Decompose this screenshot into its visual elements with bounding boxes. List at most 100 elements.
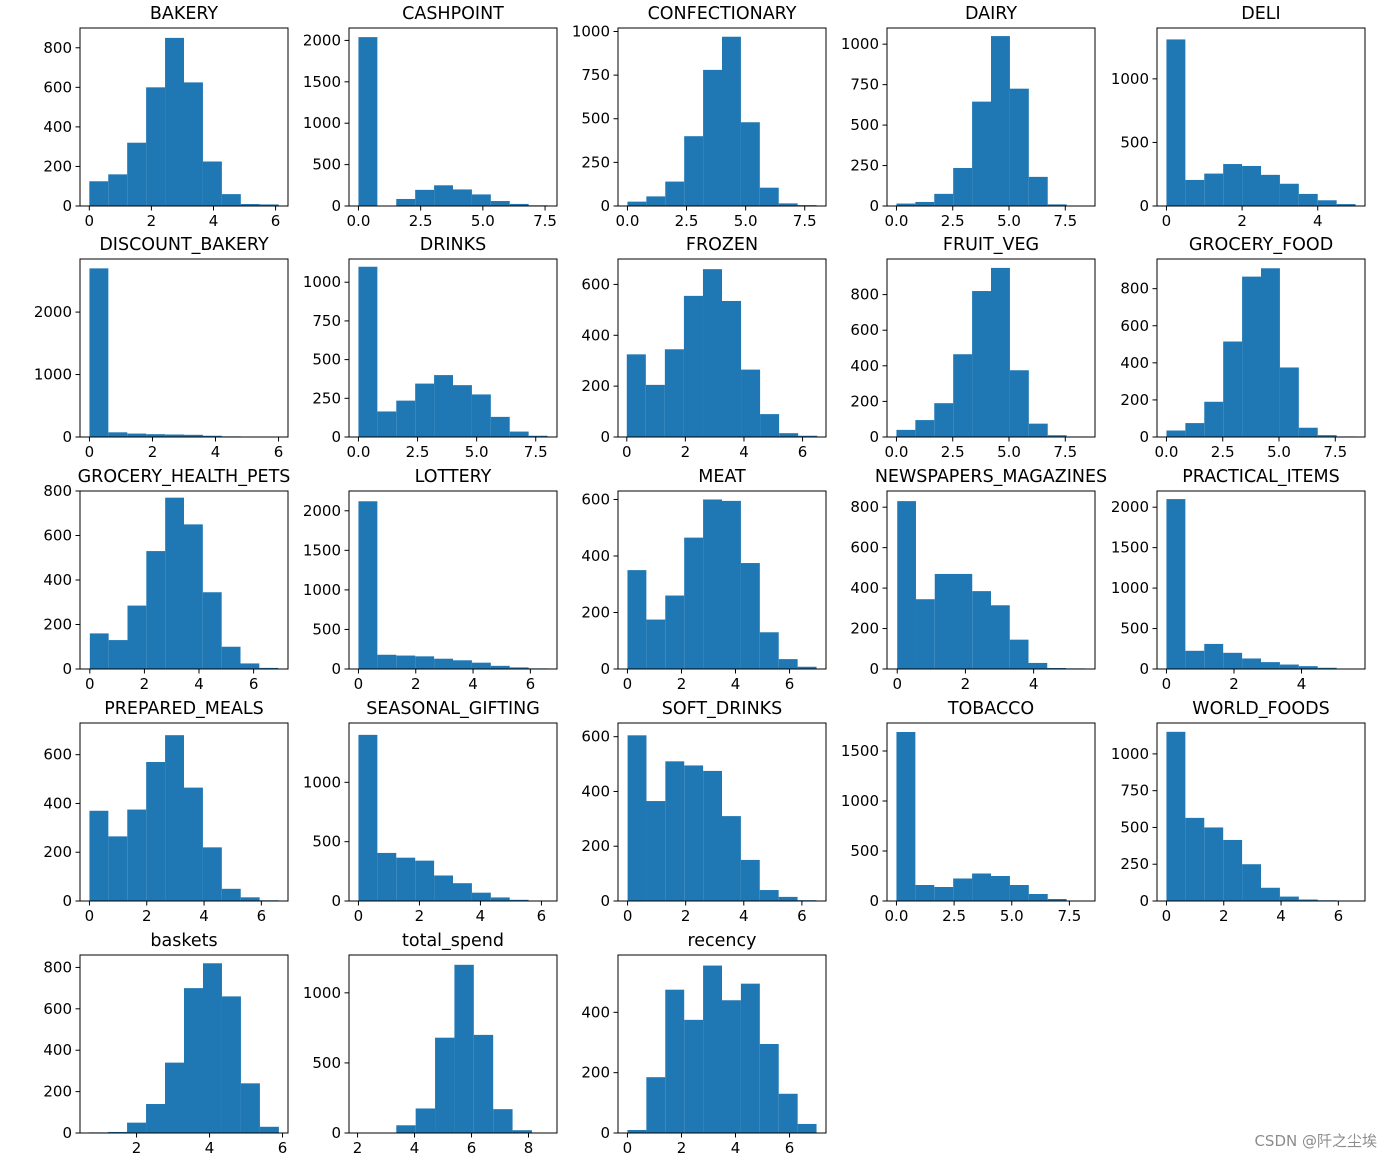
y-tick-label: 600 [43, 1000, 72, 1018]
y-tick-label: 1500 [303, 541, 341, 559]
y-tick-label: 800 [1120, 280, 1149, 298]
histogram-bar [396, 400, 416, 437]
histogram-dairy: 0.0 2.5 5.0 7.5 0 250 500 750 1000 DAIRY [841, 4, 1096, 230]
axes-frame [617, 258, 827, 438]
histogram-bar [722, 500, 741, 669]
x-tick-label: 6 [785, 675, 795, 693]
histogram-bar [473, 1034, 494, 1133]
x-tick-label: 6 [1334, 907, 1344, 925]
histogram-bar [1009, 88, 1029, 206]
y-tick-label: 500 [850, 116, 879, 134]
axes-frame [617, 490, 827, 670]
axes-frame [1156, 258, 1366, 438]
y-tick-label: 400 [43, 794, 72, 812]
y-tick-label: 2000 [1111, 498, 1149, 516]
histogram-bar [991, 36, 1010, 207]
histogram-bar [760, 414, 780, 437]
histogram-bar [1204, 401, 1224, 437]
histogram-bar [722, 816, 741, 901]
histogram-bar [972, 101, 991, 206]
histogram-bar [434, 375, 453, 437]
histogram-bar [358, 734, 378, 901]
axes-frame [1156, 490, 1366, 670]
watermark: CSDN @阡之尘埃 [1254, 1132, 1377, 1150]
histogram-bar [184, 434, 203, 437]
x-tick-label: 0 [623, 907, 633, 925]
histogram-bar [740, 122, 760, 206]
histogram-bar [146, 762, 166, 901]
y-tick-label: 2000 [303, 31, 341, 49]
x-tick-label: 5.0 [471, 212, 495, 230]
histogram-bar [915, 599, 935, 669]
axes-frame [348, 490, 558, 670]
x-tick-label: 0 [1162, 907, 1172, 925]
y-tick-label: 0 [600, 428, 610, 446]
x-tick-label: 4 [739, 907, 749, 925]
histogram-bar [434, 875, 453, 901]
chart-title: TOBACCO [947, 699, 1034, 719]
histogram-bar [202, 847, 222, 901]
histogram-bar [127, 1122, 147, 1133]
histogram-bar [665, 761, 685, 901]
y-tick-label: 400 [850, 357, 879, 375]
histogram-bar [415, 860, 435, 901]
chart-title: CASHPOINT [402, 4, 504, 24]
histogram-world-foods: 0 2 4 6 0 250 500 750 1000 WORLD_FOODS [1111, 699, 1366, 925]
chart-title: WORLD_FOODS [1192, 699, 1329, 719]
axes-frame [1156, 722, 1366, 902]
x-tick-label: 2 [1229, 675, 1239, 693]
y-tick-label: 1000 [1111, 745, 1149, 763]
y-tick-label: 400 [43, 571, 72, 589]
histogram-bar [1028, 176, 1048, 206]
histogram-baskets: 2 4 6 0 200 400 600 800 baskets [43, 931, 289, 1157]
x-tick-label: 2 [132, 1139, 142, 1157]
y-tick-label: 1000 [303, 581, 341, 599]
histogram-bar [1185, 817, 1205, 901]
chart-title: NEWSPAPERS_MAGAZINES [875, 467, 1107, 487]
histogram-bar [740, 859, 760, 901]
x-tick-label: 4 [1313, 212, 1323, 230]
y-tick-label: 0 [331, 1124, 341, 1142]
x-tick-label: 7.5 [524, 443, 548, 461]
x-tick-label: 6 [257, 907, 267, 925]
y-tick-label: 0 [1139, 660, 1149, 678]
histogram-soft-drinks: 0 2 4 6 0 200 400 600 SOFT_DRINKS [581, 699, 827, 925]
histogram-bar [453, 660, 472, 669]
y-tick-label: 200 [581, 377, 610, 395]
histogram-bar [896, 732, 916, 901]
histogram-bar [684, 765, 704, 901]
y-tick-label: 500 [1120, 133, 1149, 151]
y-tick-label: 1000 [303, 984, 341, 1002]
x-tick-label: 2 [415, 907, 425, 925]
histogram-bar [509, 899, 529, 901]
x-tick-label: 6 [467, 1139, 477, 1157]
histogram-bar [1336, 204, 1356, 206]
histogram-bar [415, 1108, 436, 1133]
histogram-bar [684, 537, 704, 669]
histogram-meat: 0 2 4 6 0 200 400 600 MEAT [581, 467, 827, 693]
histogram-bar [778, 1093, 798, 1133]
histogram-grocery-food: 0.0 2.5 5.0 7.5 0 200 400 600 800 GROCERY_FOOD [1120, 235, 1366, 461]
histogram-bar [396, 655, 416, 669]
histogram-bar [165, 497, 184, 669]
x-tick-label: 2 [353, 1139, 363, 1157]
histogram-bar [415, 656, 435, 669]
histogram-bar [1242, 864, 1261, 901]
chart-title: SOFT_DRINKS [662, 699, 783, 719]
y-tick-label: 1000 [1111, 579, 1149, 597]
x-tick-label: 0.0 [347, 212, 371, 230]
x-tick-label: 4 [209, 212, 219, 230]
y-tick-label: 2000 [303, 502, 341, 520]
y-tick-label: 1500 [841, 742, 879, 760]
y-tick-label: 0 [331, 197, 341, 215]
x-tick-label: 0 [85, 675, 95, 693]
histogram-bar [221, 194, 241, 206]
histogram-bar [1047, 899, 1067, 901]
y-tick-label: 200 [850, 392, 879, 410]
histogram-bar [108, 432, 128, 437]
x-tick-label: 7.5 [533, 212, 557, 230]
histogram-bar [490, 416, 510, 437]
x-tick-label: 2.5 [941, 443, 965, 461]
x-tick-label: 6 [785, 1139, 795, 1157]
y-tick-label: 400 [1120, 354, 1149, 372]
